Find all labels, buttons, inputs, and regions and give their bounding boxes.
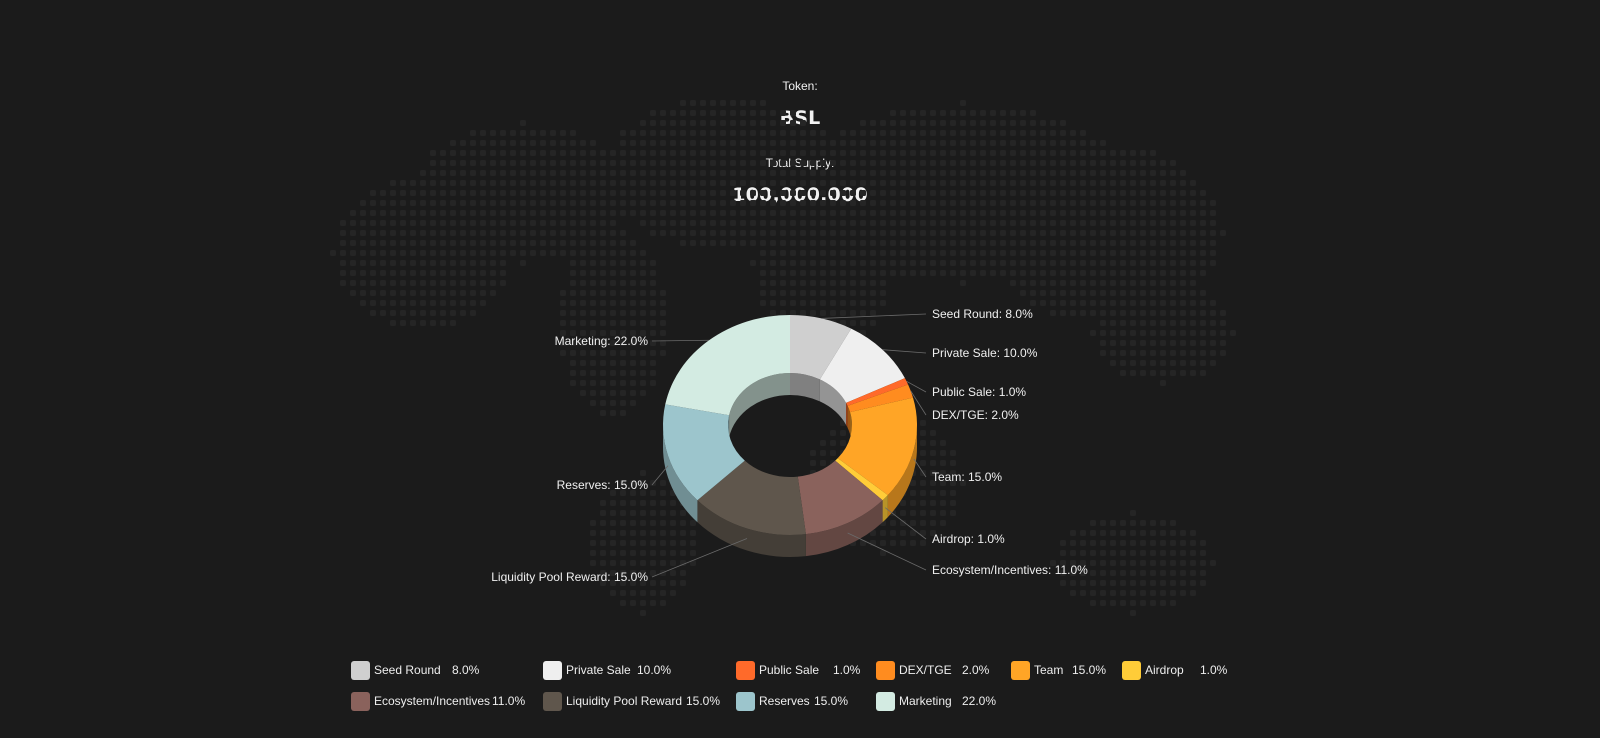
slice-leader-line xyxy=(847,532,927,571)
legend-value: 15.0% xyxy=(1072,663,1107,677)
legend-item-dex-tge[interactable]: DEX/TGE 2.0% xyxy=(876,659,989,681)
slice-marketing xyxy=(665,315,790,416)
legend-value: 1.0% xyxy=(833,663,861,677)
legend-swatch xyxy=(543,691,562,711)
legend-label: Team xyxy=(1034,663,1064,677)
legend-item-reserves[interactable]: Reserves 15.0% xyxy=(736,690,848,712)
slice-dex-tge xyxy=(847,384,914,413)
slice-leader-line xyxy=(651,339,710,342)
slice-leader-line xyxy=(821,313,927,319)
slice-seed-round xyxy=(790,315,852,380)
legend-item-public-sale[interactable]: Public Sale 1.0% xyxy=(736,659,860,681)
legend-label: Ecosystem/Incentives xyxy=(374,694,491,708)
legend-label: Public Sale xyxy=(759,663,820,677)
slice-leader-line xyxy=(651,465,669,486)
legend-swatch xyxy=(736,660,755,680)
legend-label: Airdrop xyxy=(1145,663,1184,677)
slice-side-wall xyxy=(663,425,698,523)
legend-value: 15.0% xyxy=(814,694,849,708)
slice-leader-line xyxy=(651,538,748,578)
slice-side-wall xyxy=(887,425,917,518)
legend-label: Seed Round xyxy=(374,663,441,677)
slice-liquidity-pool-reward xyxy=(697,460,806,535)
slice-public-sale xyxy=(846,378,909,406)
slice-label: Team: 15.0% xyxy=(932,470,1002,484)
legend-swatch xyxy=(876,691,895,711)
slice-label: Marketing: 22.0% xyxy=(555,334,649,348)
legend-label: Private Sale xyxy=(566,663,631,677)
slice-leader-line xyxy=(910,390,927,416)
legend-item-team[interactable]: Team 15.0% xyxy=(1011,659,1106,681)
legend-item-liquidity-pool-reward[interactable]: Liquidity Pool Reward 15.0% xyxy=(543,690,720,712)
legend-value: 8.0% xyxy=(452,663,480,677)
slice-label: Liquidity Pool Reward: 15.0% xyxy=(491,570,648,584)
slice-leader-line xyxy=(882,349,927,354)
donut-side-wall xyxy=(663,425,917,557)
slice-labels: Seed Round: 8.0% Private Sale: 10.0% Publi… xyxy=(491,307,1088,584)
token-value: BSL xyxy=(779,107,821,129)
donut-top xyxy=(663,315,917,535)
slice-label: Public Sale: 1.0% xyxy=(932,385,1026,399)
legend-value: 22.0% xyxy=(962,694,997,708)
legend-swatch xyxy=(543,660,562,680)
legend-item-private-sale[interactable]: Private Sale 10.0% xyxy=(543,659,671,681)
legend-label: Liquidity Pool Reward xyxy=(566,694,683,708)
legend-value: 11.0% xyxy=(492,694,526,708)
legend-swatch xyxy=(351,691,370,711)
legend-item-ecosystem-incentives[interactable]: Ecosystem/Incentives 11.0% xyxy=(351,690,525,712)
legend-swatch xyxy=(876,660,895,680)
slice-label: DEX/TGE: 2.0% xyxy=(932,408,1019,422)
legend-value: 15.0% xyxy=(686,694,721,708)
legend-item-airdrop[interactable]: Airdrop 1.0% xyxy=(1122,659,1227,681)
slice-inner-wall xyxy=(790,373,820,402)
slice-ecosystem-incentives xyxy=(797,460,883,535)
legend-swatch xyxy=(1011,660,1030,680)
slice-leader-line xyxy=(913,458,927,478)
slice-airdrop xyxy=(835,458,888,501)
slice-team xyxy=(837,397,917,496)
slice-label: Ecosystem/Incentives: 11.0% xyxy=(932,563,1088,577)
slice-side-wall xyxy=(805,500,883,557)
slice-inner-wall xyxy=(729,373,790,438)
legend-label: Marketing xyxy=(899,694,952,708)
legend-value: 10.0% xyxy=(637,663,672,677)
legend-swatch xyxy=(351,660,370,680)
slice-label: Private Sale: 10.0% xyxy=(932,346,1038,360)
slice-private-sale xyxy=(819,328,905,403)
world-map-background xyxy=(330,100,1236,616)
slice-inner-wall xyxy=(847,405,851,435)
legend-swatch xyxy=(736,691,755,711)
slice-reserves xyxy=(663,404,745,501)
legend-label: Reserves xyxy=(759,694,810,708)
slice-leader-line xyxy=(885,507,927,540)
slice-label: Seed Round: 8.0% xyxy=(932,307,1033,321)
legend-swatch xyxy=(1122,660,1141,680)
slice-leader-line xyxy=(906,380,927,393)
legend-label: DEX/TGE xyxy=(899,663,952,677)
slice-side-wall xyxy=(882,495,888,523)
slice-label: Reserves: 15.0% xyxy=(557,478,649,492)
token-label: Token: xyxy=(782,79,818,93)
slice-label: Airdrop: 1.0% xyxy=(932,532,1005,546)
legend-item-seed-round[interactable]: Seed Round 8.0% xyxy=(351,659,479,681)
slice-side-wall xyxy=(697,500,806,557)
slice-inner-wall xyxy=(846,402,848,428)
legend-item-marketing[interactable]: Marketing 22.0% xyxy=(876,690,996,712)
legend-value: 1.0% xyxy=(1200,663,1228,677)
legend-value: 2.0% xyxy=(962,663,990,677)
slice-inner-wall xyxy=(819,379,847,425)
